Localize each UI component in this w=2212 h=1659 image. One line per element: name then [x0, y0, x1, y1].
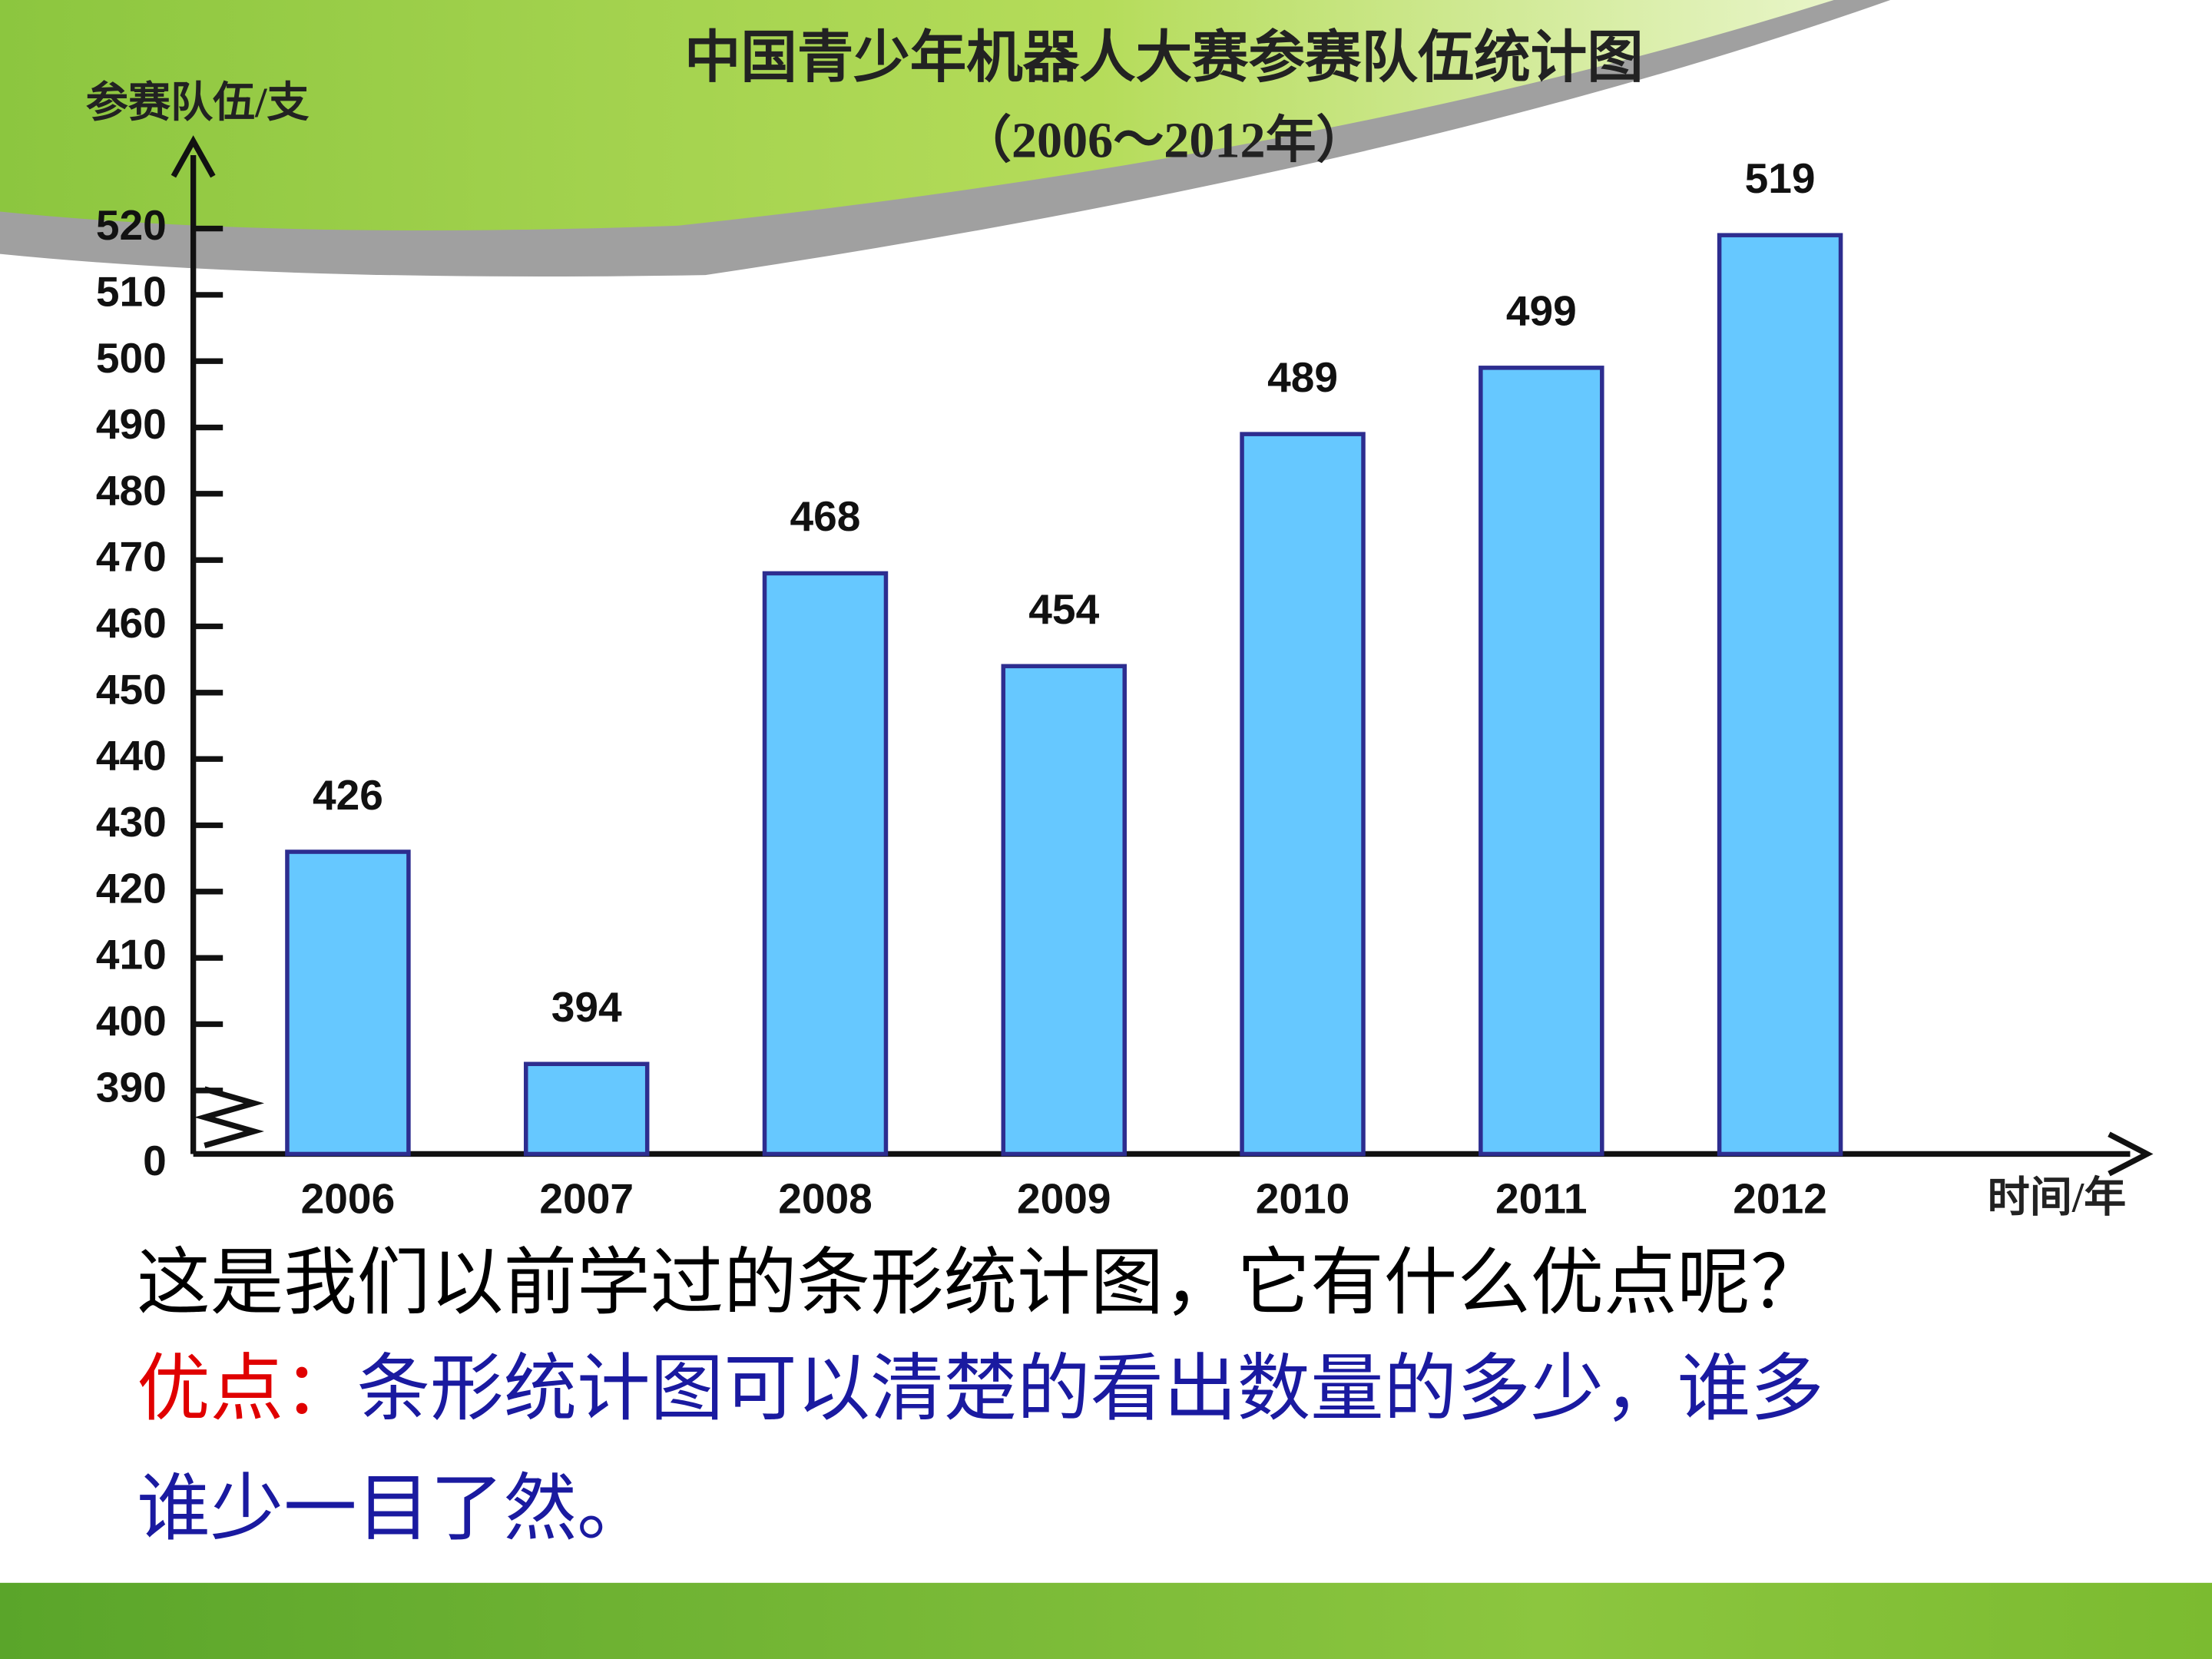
y-arrow	[171, 135, 216, 178]
value-label: 468	[790, 492, 861, 540]
axis-break	[194, 1086, 264, 1148]
y-tick-label: 390	[96, 1063, 167, 1111]
bar	[285, 849, 411, 1157]
bar	[1001, 664, 1128, 1157]
question: 这是我们以前学过的条形统计图，它有什么优点呢？	[137, 1243, 1824, 1324]
value-label: 489	[1267, 353, 1338, 401]
x-tick-label: 2007	[539, 1174, 634, 1222]
advantage-line: 谁少一目了然。	[137, 1468, 651, 1549]
bar	[1717, 233, 1843, 1157]
value-label: 499	[1506, 287, 1577, 335]
value-label: 519	[1745, 154, 1816, 202]
y-tick-label: 520	[96, 201, 167, 249]
y-tick-label: 440	[96, 732, 167, 780]
x-tick-label: 2009	[1017, 1174, 1111, 1222]
x-tick-label: 2010	[1256, 1174, 1350, 1222]
y-tick-label: 420	[96, 864, 167, 912]
bar	[1479, 366, 1604, 1157]
bar	[762, 571, 889, 1157]
y-axis-label: 参赛队伍/支	[86, 79, 310, 126]
y-tick-label: 490	[96, 400, 167, 448]
bar	[523, 1061, 650, 1157]
advantage-line: 条形统计图可以清楚的看出数量的多少，谁多	[357, 1348, 1824, 1429]
x-tick-label: 2012	[1733, 1174, 1827, 1222]
y-tick-label: 460	[96, 599, 167, 647]
bottom-band	[0, 1582, 2212, 1659]
value-label: 426	[313, 771, 383, 819]
advantage: 优点：条形统计图可以清楚的看出数量的多少，谁多	[137, 1348, 1824, 1429]
value-label: 454	[1028, 585, 1099, 633]
value-label: 394	[551, 983, 622, 1031]
y-tick-label: 500	[96, 334, 167, 382]
x-tick-label: 2008	[778, 1174, 873, 1222]
y-tick-label: 470	[96, 533, 167, 581]
y-tick-label: 0	[143, 1137, 167, 1184]
bar	[1240, 432, 1366, 1157]
y-tick-label: 400	[96, 997, 167, 1045]
chart-subtitle: （2006～2012年）	[961, 111, 1367, 168]
y-tick-label: 480	[96, 466, 167, 514]
advantage-label: 优点：	[137, 1348, 357, 1429]
y-tick-label: 430	[96, 798, 167, 846]
x-tick-label: 2011	[1495, 1174, 1588, 1222]
chart-title: 中国青少年机器人大赛参赛队伍统计图	[684, 27, 1644, 89]
x-tick-label: 2006	[301, 1174, 396, 1222]
x-axis-label: 时间/年	[1988, 1174, 2127, 1221]
y-tick-label: 410	[96, 931, 167, 979]
top-swoosh	[0, 0, 1834, 230]
y-tick-label: 510	[96, 267, 167, 315]
y-tick-label: 450	[96, 665, 167, 713]
x-arrow	[2108, 1131, 2154, 1177]
